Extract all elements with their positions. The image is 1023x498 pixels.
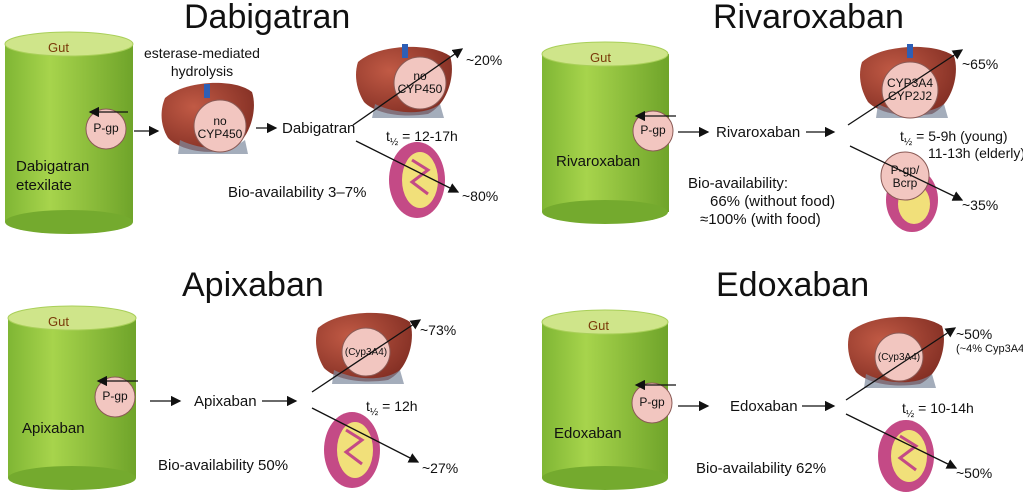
hepatic-arrow	[311, 319, 422, 393]
panel-title-rivaroxaban: Rivaroxaban	[713, 0, 904, 36]
bioavailability-with-food: ≈100% (with food)	[700, 211, 821, 228]
drug-label: Rivaroxaban	[716, 124, 801, 141]
kidney-icon	[389, 142, 445, 218]
bioavailability: Bio-availability 50%	[158, 457, 289, 474]
enzyme-circle	[881, 61, 939, 119]
half-life: t½ = 5-9h (young)	[900, 128, 1008, 148]
hepatic-fraction: ~73%	[420, 322, 457, 338]
gut-content-label: Rivaroxaban	[556, 153, 641, 170]
panel-title-apixaban: Apixaban	[182, 266, 324, 304]
pgp-circle	[631, 382, 673, 424]
transporter-circle	[880, 151, 930, 201]
enzyme-circle	[193, 99, 247, 153]
renal-arrow	[849, 145, 964, 201]
gut-cylinder-apixaban	[7, 305, 137, 490]
enzyme-circle	[874, 332, 924, 382]
renal-fraction: ~80%	[462, 188, 499, 204]
renal-arrow	[845, 413, 958, 469]
pgp-circle	[94, 376, 136, 418]
enzyme-label: (Cyp3A4)	[877, 352, 921, 363]
gut-label: Gut	[590, 50, 611, 65]
half-life-elderly: 11-13h (elderly)	[928, 145, 1023, 161]
pgp-circle	[85, 108, 127, 150]
drug-label: Edoxaban	[730, 398, 798, 415]
hepatic-note: (~4% Cyp3A4)	[956, 343, 1023, 355]
gut-content-label: Dabigatran etexilate	[16, 158, 90, 194]
enzyme-label: (Cyp3A4)	[344, 347, 388, 358]
gut-content-label: Edoxaban	[554, 425, 622, 442]
panel-title-edoxaban: Edoxaban	[716, 266, 870, 304]
bioavailability-label: Bio-availability:	[688, 175, 789, 192]
renal-fraction: ~50%	[956, 465, 993, 481]
renal-fraction: ~27%	[422, 460, 459, 476]
pgp-label: P-gp	[640, 123, 666, 137]
renal-arrow	[311, 407, 420, 463]
pgp-label: P-gp	[639, 395, 665, 409]
hepatic-arrow	[845, 327, 957, 401]
half-life: t½ = 12h	[366, 398, 418, 418]
drug-label: Apixaban	[194, 393, 257, 410]
kidney-transporter-label: P-gp/ Bcrp	[890, 163, 920, 190]
hepatic-arrow	[352, 48, 464, 126]
hepatic-fraction: ~20%	[466, 52, 503, 68]
gut-label: Gut	[588, 318, 609, 333]
half-life: t½ = 10-14h	[902, 400, 974, 420]
kidney-icon	[324, 412, 380, 488]
drug-label: Dabigatran	[282, 120, 356, 137]
pgp-label: P-gp	[93, 121, 119, 135]
panel-title-dabigatran: Dabigatran	[184, 0, 351, 36]
bioavailability: Bio-availability 62%	[696, 460, 827, 477]
pgp-label: P-gp	[102, 389, 128, 403]
enzyme-label: no CYP450	[197, 114, 243, 141]
bioavailability-without-food: 66% (without food)	[710, 193, 836, 210]
renal-arrow	[355, 140, 460, 193]
half-life: t½ = 12-17h	[386, 128, 458, 148]
hepatic-fraction: ~50%	[956, 326, 993, 342]
hepatic-fraction: ~65%	[962, 56, 999, 72]
hepatic-arrow	[847, 49, 964, 126]
bioavailability: Bio-availability 3–7%	[228, 184, 367, 201]
gut-label: Gut	[48, 40, 69, 55]
hydrolysis-label: esterase-mediated hydrolysis	[144, 45, 260, 79]
enzyme-label: no CYP450	[397, 69, 443, 96]
gut-label: Gut	[48, 314, 69, 329]
enzyme-label: CYP3A4 CYP2J2	[886, 76, 934, 103]
renal-fraction: ~35%	[962, 197, 999, 213]
gut-content-label: Apixaban	[22, 420, 85, 437]
kidney-icon	[878, 420, 934, 492]
